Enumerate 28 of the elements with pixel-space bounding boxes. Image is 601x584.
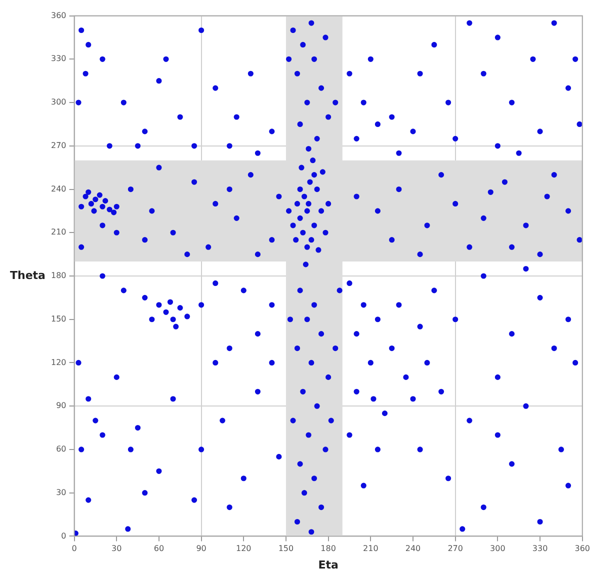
- x-tick-label: 0: [72, 544, 77, 554]
- y-tick-label: 150: [50, 314, 66, 324]
- y-axis-title: Theta: [10, 268, 46, 282]
- x-tick-label: 330: [532, 544, 548, 554]
- x-tick-label: 150: [278, 544, 294, 554]
- y-tick-label: 90: [56, 401, 66, 410]
- y-tick-label: 270: [50, 140, 66, 150]
- x-axis-title: Eta: [318, 558, 338, 572]
- x-tick-label: 360: [574, 544, 590, 554]
- x-tick-label: 240: [405, 544, 421, 554]
- y-tick-label: 300: [50, 98, 66, 107]
- x-tick-label: 30: [112, 544, 122, 554]
- y-tick-label: 60: [56, 444, 66, 454]
- y-tick-label: 210: [50, 228, 66, 237]
- x-tick-label: 90: [196, 544, 206, 554]
- y-tick-label: 180: [50, 271, 66, 280]
- y-tick-label: 330: [50, 54, 66, 64]
- x-tick-label: 60: [154, 544, 164, 554]
- x-tick-label: 300: [490, 544, 506, 554]
- x-tick-label: 180: [320, 544, 336, 554]
- y-tick-label: 240: [50, 184, 66, 194]
- x-tick-label: 210: [363, 544, 378, 554]
- y-tick-label: 30: [56, 488, 66, 497]
- y-tick-label: 0: [61, 531, 66, 540]
- y-tick-label: 360: [50, 10, 66, 20]
- y-tick-label: 120: [50, 358, 66, 367]
- x-tick-label: 120: [236, 544, 252, 554]
- x-tick-label: 270: [448, 544, 463, 554]
